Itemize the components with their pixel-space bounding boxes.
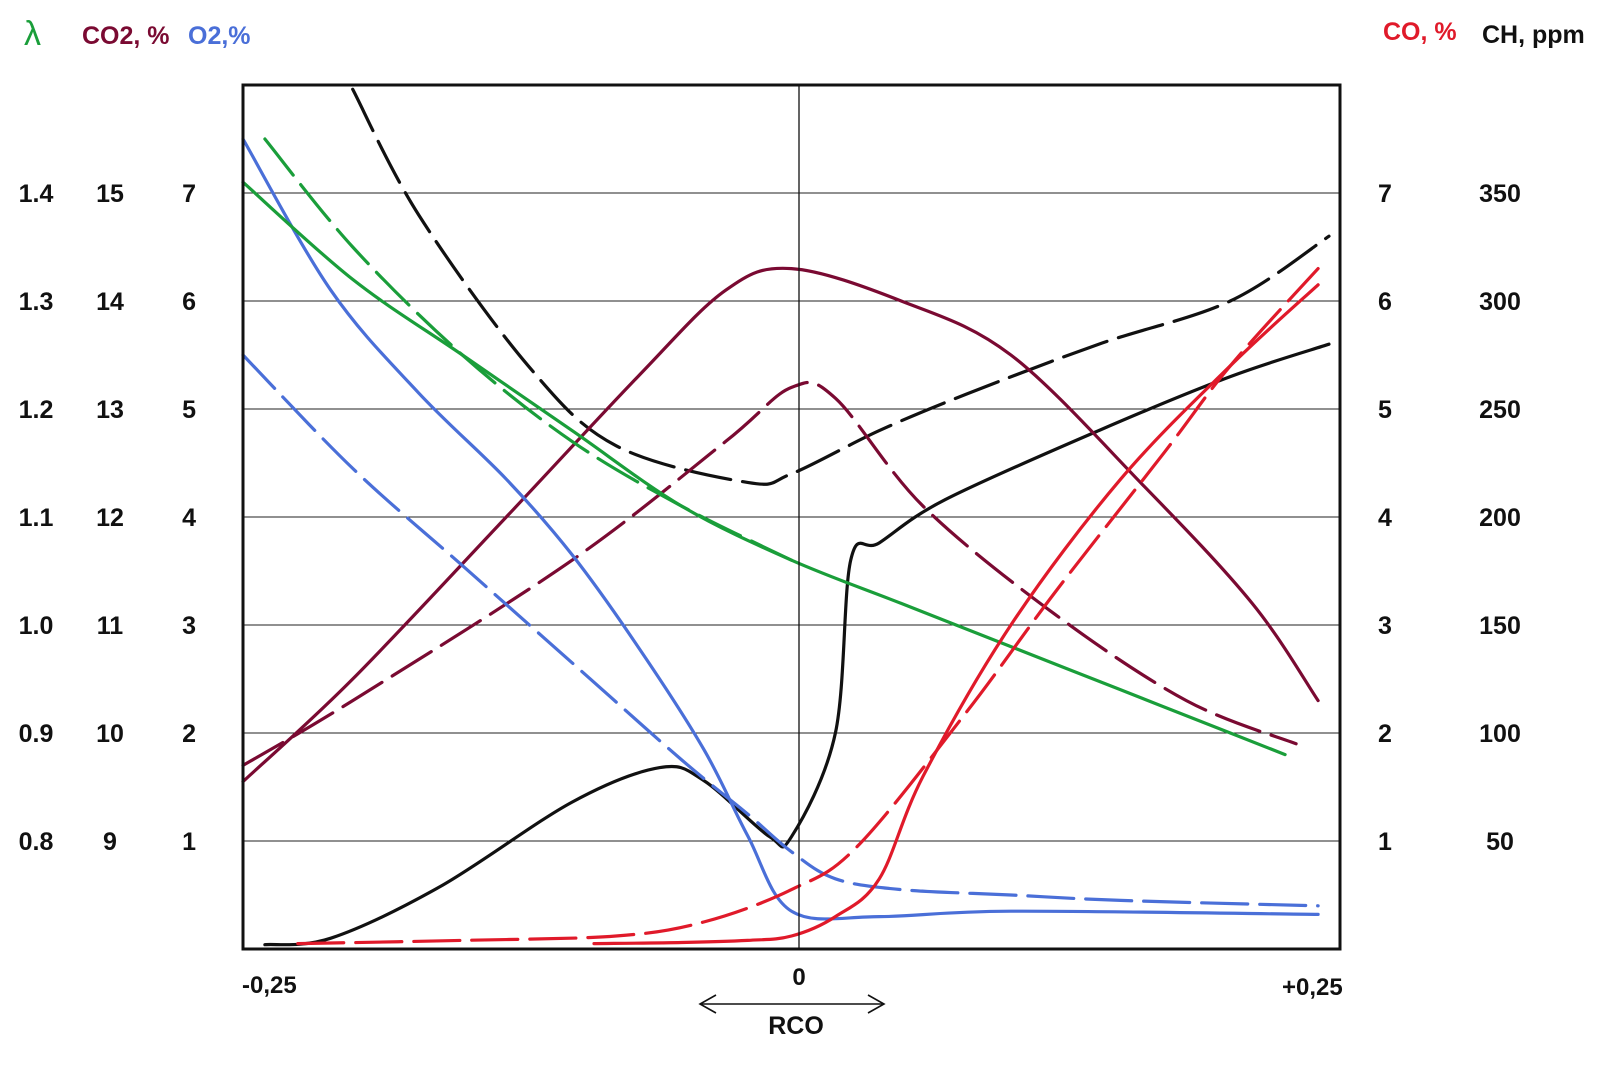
lambda-tick: 1.0 [19,612,54,640]
co2-tick: 10 [96,720,124,748]
series-line-2-solid [241,266,1320,784]
ch-tick: 350 [1479,180,1521,208]
grid-lines [243,192,1340,842]
ch-tick: 250 [1479,396,1521,424]
ch-axis-title: CH, ppm [1482,21,1585,49]
ch-tick: 200 [1479,504,1521,532]
series-line-1-dashed [351,87,1331,486]
co-tick: 4 [1378,504,1392,532]
series-line-5-dashed [241,353,1320,908]
co-tick: 2 [1378,720,1392,748]
co2-tick: 9 [103,828,117,856]
series-line-4-solid [241,137,1320,921]
x-tick-max: +0,25 [1282,974,1343,1001]
lambda-tick: 1.2 [19,396,54,424]
co2-tick: 11 [97,612,124,640]
o2-tick: 7 [182,180,196,208]
ch-tick: 50 [1486,828,1514,856]
co2-axis-title: CO2, % [82,22,170,50]
ch-tick: 150 [1479,612,1521,640]
lambda-tick: 1.3 [19,288,54,316]
series-line-8-solid [592,283,1320,946]
o2-tick: 1 [182,828,196,856]
series-line-9-dashed [296,267,1320,946]
co-tick: 7 [1378,180,1392,208]
co-tick: 3 [1378,612,1392,640]
o2-tick: 2 [182,720,196,748]
lambda-tick: 0.9 [19,720,54,748]
co2-tick: 15 [96,180,124,208]
x-axis-arrow [698,994,886,1014]
o2-axis-title: O2,% [188,22,251,50]
co-tick: 1 [1378,828,1392,856]
o2-tick: 4 [182,504,196,532]
lambda-tick: 0.8 [19,828,54,856]
plot-frame [241,83,1342,951]
series-line-0-solid [263,342,1331,947]
o2-tick: 3 [182,612,196,640]
co2-tick: 13 [96,396,124,424]
co-tick: 6 [1378,288,1392,316]
lambda-tick: 1.4 [19,180,54,208]
lambda-axis-title: λ [24,15,41,53]
co2-tick: 12 [96,504,124,532]
o2-tick: 5 [182,396,196,424]
tick-labels: 1.41.31.21.11.00.90.81514131211109765432… [19,180,1521,856]
o2-tick: 6 [182,288,196,316]
x-tick-min: -0,25 [242,972,297,999]
ch-tick: 100 [1479,720,1521,748]
series-line-7-dashed [263,137,794,562]
series-layer [241,87,1331,947]
co-tick: 5 [1378,396,1392,424]
co-axis-title: CO, % [1383,18,1457,46]
lambda-tick: 1.1 [19,504,54,532]
x-tick-zero: 0 [792,964,805,991]
x-axis-title: RCO [768,1012,824,1040]
ch-tick: 300 [1479,288,1521,316]
co2-tick: 14 [96,288,124,316]
series-line-3-dashed [241,380,1298,767]
